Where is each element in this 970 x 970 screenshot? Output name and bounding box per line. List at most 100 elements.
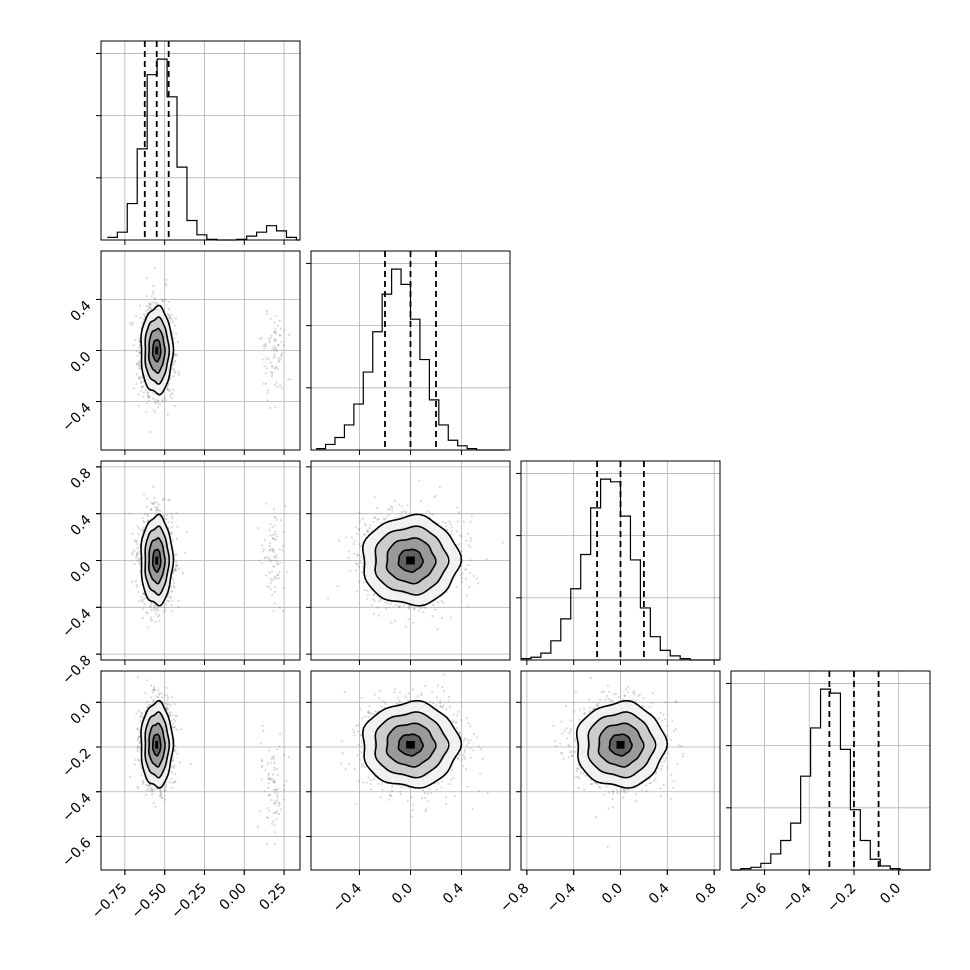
sample-point [179, 727, 182, 731]
sample-point [166, 599, 169, 602]
sample-point [261, 358, 264, 361]
sample-point [149, 696, 153, 699]
sample-point [138, 570, 142, 573]
sample-point [173, 324, 177, 327]
sample-point [138, 351, 142, 354]
sample-point [149, 605, 152, 608]
sample-point [434, 608, 437, 611]
sample-point [151, 699, 155, 702]
sample-point [262, 344, 265, 347]
sample-point [138, 351, 141, 355]
sample-point [373, 599, 376, 603]
sample-point [383, 601, 386, 604]
sample-point [279, 358, 282, 361]
sample-point [271, 537, 274, 540]
contour-line [140, 513, 175, 607]
sample-point [460, 577, 463, 580]
sample-point [269, 560, 272, 563]
sample-point [141, 782, 144, 785]
scatter-panel-1-4: −0.6−0.4−0.20.0−0.75−0.50−0.25 0.00 0.25 [59, 670, 301, 922]
sample-point [357, 528, 360, 531]
sample-point [153, 604, 156, 608]
sample-point [135, 553, 138, 556]
sample-point [174, 569, 178, 572]
sample-point [168, 498, 171, 501]
sample-point [130, 580, 133, 583]
sample-point [161, 399, 164, 402]
sample-point [273, 533, 276, 536]
sample-point [377, 614, 381, 617]
sample-point [467, 563, 470, 567]
sample-point [185, 531, 188, 534]
sample-point [460, 535, 463, 538]
sample-point [152, 285, 155, 288]
sample-point [134, 580, 137, 583]
sample-point [274, 330, 277, 333]
sample-point [141, 600, 144, 603]
sample-point [165, 387, 168, 390]
sample-point [360, 555, 363, 558]
sample-point [281, 609, 285, 612]
sample-point [409, 604, 413, 608]
sample-point [456, 544, 459, 547]
sample-point [502, 541, 505, 544]
sample-point [138, 600, 141, 603]
sample-point [274, 406, 277, 409]
sample-point [349, 569, 352, 572]
sample-point [283, 329, 286, 332]
y-tick-label: 0.8 [68, 465, 95, 492]
sample-point [171, 589, 174, 593]
sample-point [260, 336, 263, 339]
sample-point [142, 592, 145, 595]
sample-point [149, 430, 152, 434]
sample-point [465, 539, 468, 542]
sample-point [376, 606, 379, 609]
sample-point [289, 378, 292, 381]
sample-point [167, 313, 170, 317]
sample-point [162, 514, 165, 518]
sample-point [165, 278, 168, 282]
sample-point [274, 366, 277, 370]
sample-point [277, 343, 280, 347]
sample-point [143, 493, 146, 496]
sample-point [137, 404, 140, 407]
sample-point [398, 503, 401, 506]
sample-point [273, 602, 276, 605]
sample-point [271, 365, 274, 368]
sample-point [131, 553, 134, 556]
sample-point [144, 410, 147, 413]
contour-line [144, 525, 171, 596]
sample-point [141, 516, 144, 520]
sample-point [143, 602, 146, 606]
sample-point [376, 507, 379, 510]
sample-point [174, 567, 177, 570]
sample-point [398, 605, 401, 608]
sample-point [130, 323, 133, 326]
sample-point [382, 517, 385, 520]
sample-point [166, 694, 169, 697]
sample-point [429, 512, 432, 515]
contour-line [385, 537, 437, 585]
sample-point [170, 392, 173, 395]
sample-point [271, 371, 274, 374]
sample-point [275, 365, 278, 368]
sample-point [366, 589, 369, 592]
sample-point [135, 382, 138, 385]
sample-point [141, 712, 144, 715]
sample-point [134, 338, 137, 342]
sample-point [278, 561, 282, 564]
sample-point [265, 309, 269, 313]
sample-point [280, 353, 283, 357]
sample-point [136, 362, 139, 365]
sample-point [158, 503, 161, 507]
sample-point [407, 607, 410, 610]
sample-point [150, 508, 153, 512]
sample-point [138, 560, 141, 563]
sample-point [174, 563, 177, 566]
sample-point [171, 539, 174, 542]
sample-point [170, 317, 173, 321]
sample-point [264, 538, 267, 542]
contour-line [151, 338, 162, 363]
sample-point [404, 625, 407, 628]
sample-point [174, 568, 177, 571]
